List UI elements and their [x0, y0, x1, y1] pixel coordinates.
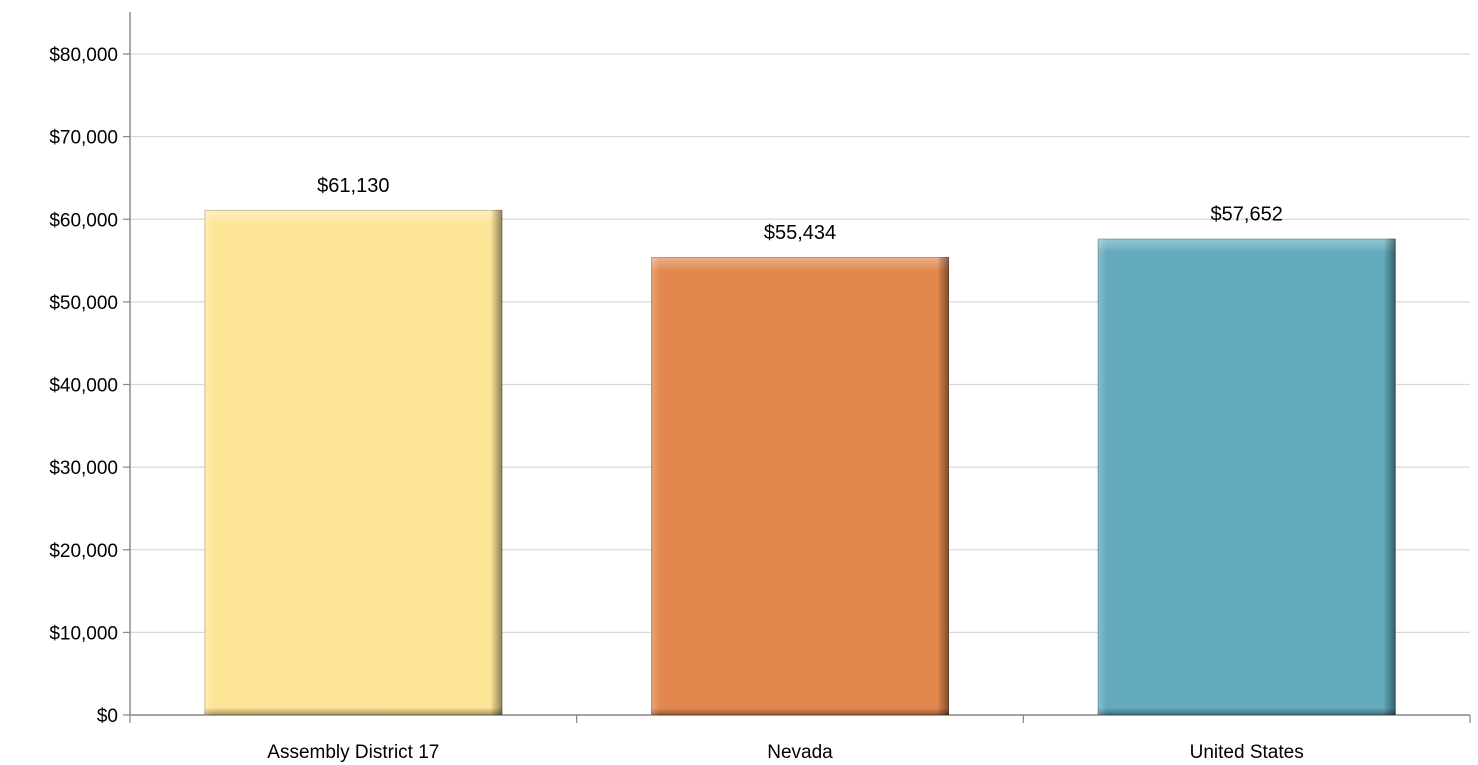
- y-tick-label: $50,000: [49, 293, 118, 314]
- bar-bevel-horizontal: [204, 209, 503, 715]
- bar-outline: [1097, 238, 1396, 715]
- x-tick-label: United States: [1190, 742, 1304, 763]
- bars: [204, 209, 1396, 716]
- x-tick-label: Assembly District 17: [267, 742, 439, 763]
- bar-group: [204, 209, 503, 716]
- y-tick-label: $60,000: [49, 210, 118, 231]
- bar-bevel-horizontal: [1097, 238, 1396, 716]
- bar-outline: [204, 209, 503, 716]
- y-tick-label: $0: [97, 706, 118, 727]
- y-tick-label: $70,000: [49, 128, 118, 149]
- bar-group: [651, 256, 949, 715]
- bar-bevel-horizontal: [651, 256, 949, 715]
- y-tick-label: $20,000: [49, 541, 118, 562]
- y-tick-label: $30,000: [49, 458, 118, 479]
- y-tick-label: $10,000: [49, 623, 118, 644]
- labels: $0 $10,000 $20,000 $30,000 $40,000 $50,000 $60…: [49, 45, 1303, 763]
- data-label: $61,130: [317, 175, 389, 197]
- y-tick-label: $40,000: [49, 376, 118, 397]
- data-label: $55,434: [764, 222, 836, 244]
- bar-group: [1097, 238, 1396, 716]
- y-tick-label: $80,000: [49, 45, 118, 66]
- x-tick-label: Nevada: [767, 742, 833, 763]
- bar-outline: [651, 256, 949, 715]
- data-label: $57,652: [1211, 204, 1283, 226]
